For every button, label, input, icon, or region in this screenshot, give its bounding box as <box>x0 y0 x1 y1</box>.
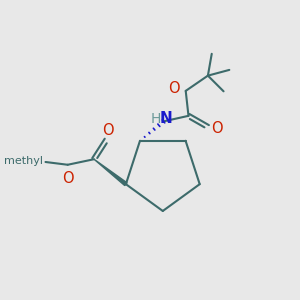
Text: H: H <box>151 112 161 126</box>
Polygon shape <box>94 159 127 186</box>
Text: O: O <box>103 123 114 138</box>
Text: O: O <box>62 171 74 186</box>
Text: N: N <box>159 111 172 126</box>
Text: O: O <box>211 121 223 136</box>
Text: O: O <box>168 81 180 96</box>
Text: methyl: methyl <box>4 156 43 166</box>
